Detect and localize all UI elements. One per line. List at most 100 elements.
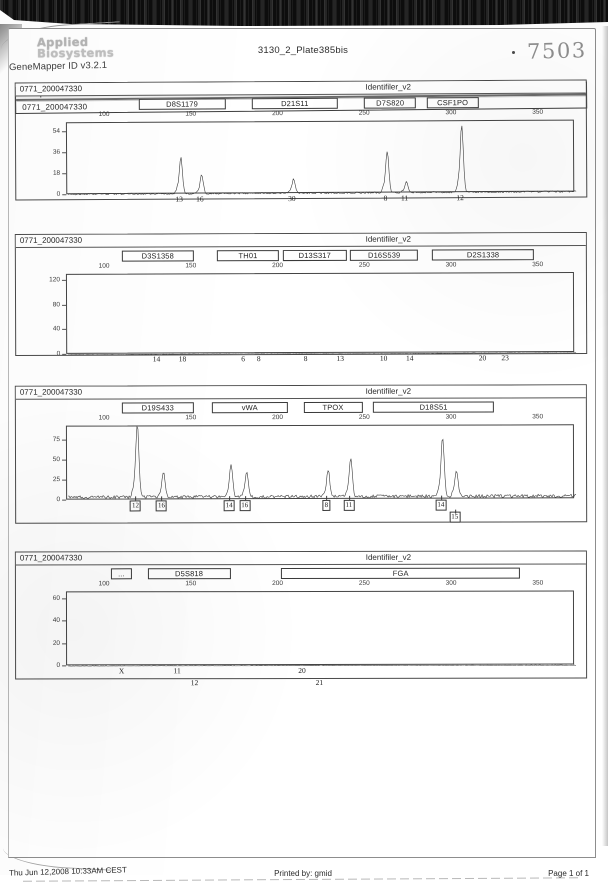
allele-call[interactable]: 21	[315, 677, 324, 687]
allele-stem	[348, 495, 350, 500]
allele-call[interactable]: 11	[400, 193, 409, 203]
marker-bin[interactable]: D19S433	[121, 402, 195, 414]
software-version-label: GeneMapper ID v3.2.1	[8, 59, 108, 74]
allele-call-row: 12 16 14 16 8 11 14 15	[16, 495, 586, 523]
panel-sample-name: 0771_200047330	[19, 553, 83, 563]
marker-bin[interactable]: vWA	[211, 402, 288, 414]
x-axis-tick-label: 100	[98, 262, 110, 270]
trace-plot-area	[65, 272, 577, 355]
allele-call-row: 13 16 30 8 11 12	[16, 192, 586, 207]
allele-call[interactable]: 18	[178, 354, 187, 364]
marker-bin[interactable]: TPOX	[303, 401, 363, 413]
allele-call[interactable]: 8	[383, 193, 388, 203]
allele-call[interactable]: 8	[303, 353, 308, 363]
x-axis-tick-label: 200	[272, 262, 283, 270]
x-axis-tick-label: 350	[532, 108, 544, 116]
handwritten-case-number: 7503	[526, 38, 588, 64]
y-axis-tick-label: 54	[52, 128, 60, 136]
allele-call[interactable]: 8	[256, 354, 261, 364]
x-axis-tick-label: 250	[358, 261, 370, 269]
allele-call[interactable]: 14	[223, 500, 235, 512]
allele-call[interactable]: 12	[129, 500, 142, 512]
scan-artifact-top-band	[0, 0, 608, 26]
trace-plot-area	[65, 590, 577, 667]
marker-bin[interactable]: D7S820	[364, 97, 417, 109]
panel-header-bar: 0771_200047330 Identifiler_v2	[15, 80, 586, 97]
marker-bin[interactable]: TH01	[216, 250, 280, 262]
marker-bin[interactable]: D8S1179	[138, 98, 226, 110]
allele-call[interactable]: 23	[501, 353, 509, 363]
allele-call-row: X 11 12 20 21	[16, 665, 586, 690]
marker-bin[interactable]: D13S317	[282, 249, 347, 262]
marker-bin[interactable]: FGA	[281, 567, 521, 580]
footer-page-number: Page 1 of 1	[548, 869, 589, 878]
panel-kit-name: Identifiler_v2	[365, 386, 412, 396]
x-axis-tick-label: 250	[358, 579, 370, 587]
allele-call[interactable]: 16	[196, 194, 204, 204]
marker-bin-row: ... D5S818 FGA	[16, 567, 586, 581]
y-axis-tick-label: 40	[52, 617, 61, 625]
panel-frame: 0771_200047330 Identifiler_v2 D19S433 vWA TP…	[14, 384, 588, 524]
x-axis-tick-label: 200	[272, 110, 283, 118]
allele-stem	[244, 496, 246, 501]
x-axis-tick-label: 150	[185, 262, 197, 270]
marker-bin[interactable]: ...	[111, 568, 132, 580]
allele-call[interactable]: 12	[456, 193, 464, 203]
marker-bin[interactable]: D16S539	[350, 249, 419, 261]
report-page: Applied Biosystems GeneMapper ID v3.2.1 …	[8, 28, 597, 882]
panel-header-bar: 0771_200047330 Identifiler_v2	[15, 551, 586, 566]
allele-call[interactable]: 10	[379, 353, 388, 363]
panel-kit-name: Identifiler_v2	[365, 82, 411, 92]
marker-bin[interactable]: D18S51	[372, 401, 495, 413]
allele-call[interactable]: 14	[152, 354, 161, 364]
panel-header-bar: 0771_200047330 Identifiler_v2	[15, 385, 586, 400]
allele-call[interactable]: 20	[298, 665, 306, 676]
marker-bin[interactable]: D21S11	[251, 97, 339, 110]
handwritten-dot-mark	[512, 51, 515, 54]
allele-stem	[229, 496, 231, 501]
allele-stem	[326, 495, 328, 500]
allele-call[interactable]: 20	[478, 353, 487, 363]
electropherogram-trace	[68, 426, 577, 500]
marker-bin[interactable]: D3S1358	[121, 250, 195, 262]
marker-bin[interactable]: CSF1PO	[426, 97, 479, 109]
marker-bin[interactable]: D5S818	[147, 568, 231, 580]
x-axis-tick-label: 200	[272, 414, 283, 422]
allele-call[interactable]: 11	[343, 499, 355, 511]
y-axis-tick-label: 75	[52, 435, 60, 443]
allele-call[interactable]: 16	[156, 500, 168, 512]
marker-bin[interactable]: D2S1338	[431, 249, 535, 261]
run-title: 3130_2_Plate385bis	[257, 45, 349, 56]
allele-stem	[454, 509, 456, 514]
allele-call[interactable]: 6	[241, 354, 246, 364]
allele-call[interactable]: 30	[288, 194, 296, 204]
x-axis-tick-label: 350	[532, 579, 544, 587]
footer-printed-by: Printed by: gmid	[274, 869, 332, 878]
panel-kit-name: Identifiler_v2	[365, 552, 412, 562]
allele-stem	[135, 496, 137, 501]
x-axis-tick-label: 200	[272, 580, 284, 588]
allele-call[interactable]: 14	[435, 499, 447, 511]
x-axis-tick-label: 150	[185, 580, 197, 588]
x-axis-tick-label: 100	[98, 580, 110, 588]
allele-call[interactable]: 13	[336, 353, 345, 363]
x-axis-tick-label: 300	[445, 579, 457, 587]
x-axis-tick-label: 300	[445, 109, 457, 117]
allele-call[interactable]: 16	[239, 500, 251, 512]
allele-call[interactable]: 8	[322, 499, 331, 511]
electropherogram-trace	[68, 664, 577, 667]
allele-call[interactable]: 12	[190, 678, 199, 688]
y-axis-tick-label: 25	[52, 476, 61, 484]
allele-call[interactable]: 11	[173, 666, 181, 676]
panel-sample-name: 0771_200047330	[19, 387, 83, 397]
allele-call[interactable]: 13	[175, 194, 183, 204]
allele-call[interactable]: X	[118, 666, 125, 676]
electropherogram-trace	[68, 125, 577, 196]
allele-call[interactable]: 14	[405, 353, 414, 363]
y-axis-tick-label: 120	[49, 276, 60, 284]
y-axis-tick-label: 40	[52, 325, 61, 333]
x-axis-tick-label: 150	[185, 110, 197, 118]
panel-kit-name: Identifiler_v2	[365, 234, 411, 244]
x-axis-tick-label: 300	[445, 413, 457, 421]
report-header: Applied Biosystems GeneMapper ID v3.2.1 …	[9, 29, 597, 87]
